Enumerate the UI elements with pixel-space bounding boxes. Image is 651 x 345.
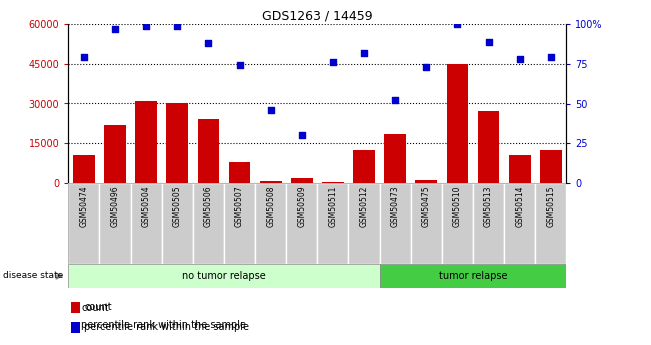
Bar — [353, 150, 375, 183]
Point — [297, 132, 307, 138]
Bar — [104, 125, 126, 183]
Text: GSM50475: GSM50475 — [422, 185, 431, 227]
Bar — [255, 183, 286, 264]
Point — [421, 64, 432, 70]
Text: disease state: disease state — [3, 272, 64, 280]
Text: no tumor relapse: no tumor relapse — [182, 271, 266, 281]
Text: count: count — [81, 303, 109, 313]
Bar — [291, 178, 312, 183]
Text: GSM50508: GSM50508 — [266, 185, 275, 227]
Bar — [161, 183, 193, 264]
Point — [452, 21, 463, 27]
Bar — [504, 183, 535, 264]
Text: GSM50512: GSM50512 — [359, 185, 368, 227]
Bar — [68, 264, 380, 288]
Text: percentile rank within the sample: percentile rank within the sample — [84, 322, 249, 332]
Point — [141, 23, 152, 29]
Bar — [197, 119, 219, 183]
Bar — [100, 183, 131, 264]
Text: GSM50504: GSM50504 — [142, 185, 150, 227]
Text: GSM50514: GSM50514 — [515, 185, 524, 227]
Text: percentile rank within the sample: percentile rank within the sample — [81, 320, 246, 330]
Text: GSM50473: GSM50473 — [391, 185, 400, 227]
Text: GSM50474: GSM50474 — [79, 185, 89, 227]
Text: GSM50510: GSM50510 — [453, 185, 462, 227]
Bar — [167, 104, 188, 183]
Point — [327, 59, 338, 65]
Point — [172, 23, 182, 29]
Point — [514, 56, 525, 62]
Point — [110, 26, 120, 32]
Text: GSM50511: GSM50511 — [328, 185, 337, 227]
Bar — [442, 183, 473, 264]
Bar — [229, 162, 251, 183]
Bar — [224, 183, 255, 264]
Text: GSM50506: GSM50506 — [204, 185, 213, 227]
Text: tumor relapse: tumor relapse — [439, 271, 507, 281]
Point — [546, 55, 556, 60]
Bar — [478, 111, 499, 183]
Bar — [447, 64, 468, 183]
Bar — [348, 183, 380, 264]
Bar — [286, 183, 318, 264]
Bar — [193, 183, 224, 264]
Bar — [260, 181, 282, 183]
Bar — [384, 134, 406, 183]
Point — [266, 107, 276, 112]
Title: GDS1263 / 14459: GDS1263 / 14459 — [262, 10, 372, 23]
Bar — [322, 182, 344, 183]
Bar — [71, 322, 80, 333]
Bar — [473, 183, 504, 264]
Point — [79, 55, 89, 60]
Bar — [535, 183, 566, 264]
Text: GSM50513: GSM50513 — [484, 185, 493, 227]
Bar — [415, 180, 437, 183]
Bar — [540, 150, 562, 183]
Point — [359, 50, 369, 56]
Text: GSM50515: GSM50515 — [546, 185, 555, 227]
Bar — [135, 101, 157, 183]
Text: GSM50507: GSM50507 — [235, 185, 244, 227]
Bar — [73, 155, 95, 183]
Bar — [509, 155, 531, 183]
Text: GSM50496: GSM50496 — [111, 185, 120, 227]
Point — [390, 98, 400, 103]
Bar — [380, 183, 411, 264]
Point — [483, 39, 493, 45]
Bar — [411, 183, 442, 264]
Bar — [71, 302, 80, 313]
Bar — [380, 264, 566, 288]
Bar — [68, 183, 100, 264]
Bar — [317, 183, 348, 264]
Bar — [131, 183, 161, 264]
Text: GSM50505: GSM50505 — [173, 185, 182, 227]
Text: GSM50509: GSM50509 — [298, 185, 307, 227]
Point — [234, 63, 245, 68]
Text: count: count — [84, 302, 112, 312]
Point — [203, 40, 214, 46]
